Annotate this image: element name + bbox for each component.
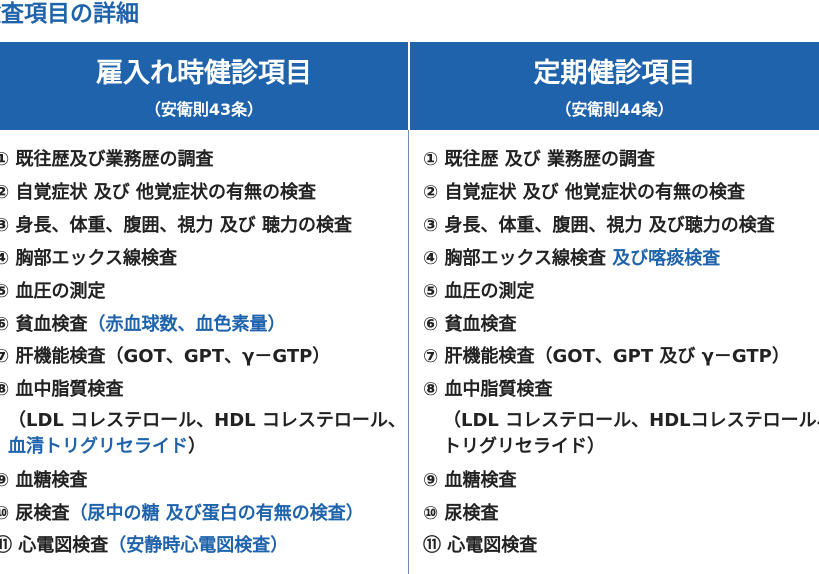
text: ⑨ 血糖検査 — [423, 470, 517, 491]
text: ⑨ 血糖検査 — [0, 470, 88, 491]
accent-text: 及び喀痰検査 — [605, 248, 721, 269]
item: ⑪ 心電図検査 — [423, 534, 537, 558]
text: ⑪ 心電図検査 — [0, 535, 109, 556]
text: ⑦ 肝機能検査（GOT、GPT、γ－GTP） — [0, 346, 331, 367]
item: ⑩ 尿検査（尿中の糖 及び蛋白の有無の検査） — [0, 502, 364, 526]
text: （LDL コレステロール、HDL コレステロール、 — [8, 410, 406, 431]
item: ⑪ 心電図検査（安静時心電図検査） — [0, 534, 288, 558]
column-header: 雇入れ時健診項目 （安衛則43条） — [0, 42, 408, 130]
text: トリグリセライド） — [443, 436, 605, 457]
text: ④ 胸部エックス線検査 — [0, 248, 177, 269]
accent-text: （尿中の糖 及び蛋白の有無の検査） — [69, 503, 364, 524]
text: ① 既往歴 及び 業務歴の調査 — [423, 149, 656, 170]
accent-text: （安静時心電図検査） — [108, 535, 289, 556]
item: ③ 身長、体重、腹囲、視力 及び聴力の検査 — [423, 214, 775, 238]
item: ① 既往歴及び業務歴の調査 — [0, 148, 214, 172]
text: ⑪ 心電図検査 — [423, 535, 538, 556]
accent-text: （赤血球数、血色素量） — [87, 314, 286, 335]
item: ② 自覚症状 及び 他覚症状の有無の検査 — [0, 181, 316, 205]
item: ⑥ 貧血検査 — [423, 313, 517, 337]
item: ⑦ 肝機能検査（GOT、GPT 及び γ－GTP） — [423, 345, 790, 369]
title: 検査項目の詳細 — [0, 1, 139, 27]
text: ③ 身長、体重、腹囲、視力 及び 聴力の検査 — [0, 215, 353, 236]
text: ⑩ 尿検査 — [423, 503, 499, 524]
item: ⑧ 血中脂質検査 — [0, 378, 124, 402]
text: ⑦ 肝機能検査（GOT、GPT 及び γ－GTP） — [423, 346, 790, 367]
text: ⑧ 血中脂質検査 — [423, 379, 553, 400]
text: ③ 身長、体重、腹囲、視力 及び聴力の検査 — [423, 215, 775, 236]
item: ⑨ 血糖検査 — [0, 469, 88, 493]
subheading: （安衛則43条） — [144, 100, 264, 119]
item-detail: トリグリセライド） — [443, 435, 605, 459]
text: ⑥ 貧血検査 — [0, 314, 88, 335]
item: ⑤ 血圧の測定 — [423, 280, 535, 304]
heading: 雇入れ時健診項目 — [96, 58, 312, 89]
item: ② 自覚症状 及び 他覚症状の有無の検査 — [423, 181, 745, 205]
item: ⑥ 貧血検査（赤血球数、血色素量） — [0, 313, 286, 337]
item-detail: （LDL コレステロール、HDL コレステロール、 — [8, 409, 406, 433]
item: ⑨ 血糖検査 — [423, 469, 517, 493]
item: ⑦ 肝機能検査（GOT、GPT、γ－GTP） — [0, 345, 330, 369]
text: ⑤ 血圧の測定 — [0, 281, 106, 302]
item: ① 既往歴 及び 業務歴の調査 — [423, 148, 655, 172]
item: ⑧ 血中脂質検査 — [423, 378, 553, 402]
item: ⑤ 血圧の測定 — [0, 280, 106, 304]
heading: 定期健診項目 — [533, 58, 696, 89]
column-header: 定期健診項目 （安衛則44条） — [410, 42, 819, 130]
text: ⑥ 貧血検査 — [423, 314, 517, 335]
item-detail: 血清トリグリセライド） — [8, 435, 206, 459]
text: ⑤ 血圧の測定 — [423, 281, 535, 302]
item: ③ 身長、体重、腹囲、視力 及び 聴力の検査 — [0, 214, 352, 238]
divider — [408, 130, 409, 574]
accent-text: 血清トリグリセライド — [8, 436, 188, 457]
item: ⑩ 尿検査 — [423, 502, 499, 526]
item: ④ 胸部エックス線検査 及び喀痰検査 — [423, 247, 720, 271]
text: ） — [188, 436, 206, 457]
item-detail: （LDL コレステロール、HDLコレステロール、 — [443, 409, 819, 433]
subheading: （安衛則44条） — [555, 100, 674, 119]
text: ⑩ 尿検査 — [0, 503, 70, 524]
text: （LDL コレステロール、HDLコレステロール、 — [443, 410, 819, 431]
item: ④ 胸部エックス線検査 — [0, 247, 177, 271]
text: ② 自覚症状 及び 他覚症状の有無の検査 — [0, 182, 317, 203]
text: ⑧ 血中脂質検査 — [0, 379, 124, 400]
text: ② 自覚症状 及び 他覚症状の有無の検査 — [423, 182, 746, 203]
text: ① 既往歴及び業務歴の調査 — [0, 149, 214, 170]
text: ④ 胸部エックス線検査 — [423, 248, 606, 269]
